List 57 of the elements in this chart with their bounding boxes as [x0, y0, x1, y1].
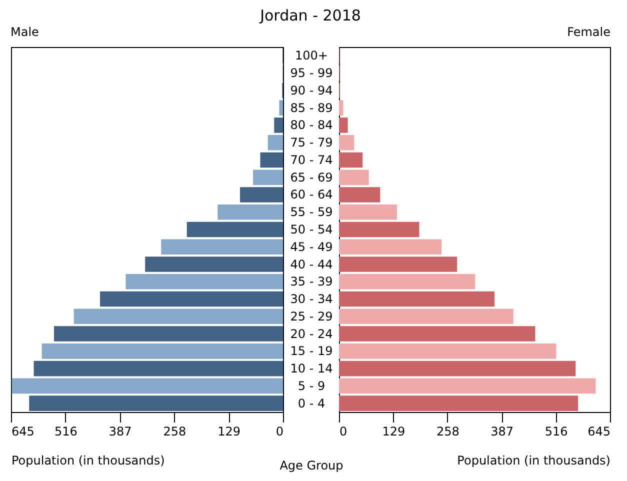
chart-title: Male: [10, 25, 39, 39]
bar: [29, 396, 283, 411]
y-tick-label: 30 - 34: [290, 292, 333, 306]
x-tick-label: 645: [588, 424, 610, 438]
x-tick-label: 258: [163, 424, 186, 438]
y-tick-label: 75 - 79: [290, 136, 333, 150]
y-tick-label: 80 - 84: [290, 118, 333, 132]
y-tick-label: 85 - 89: [290, 100, 333, 115]
bar: [218, 204, 283, 220]
y-tick-label: 45 - 49: [290, 240, 333, 254]
x-axis-title: Population (in thousands): [12, 454, 165, 468]
y-tick-label: 5 - 9: [298, 378, 326, 393]
bar: [54, 326, 283, 342]
y-tick-label: 55 - 59: [290, 205, 333, 220]
bar: [274, 118, 283, 133]
bar: [268, 134, 283, 150]
x-axis-title: Population (in thousands): [457, 454, 610, 468]
y-tick-label: 15 - 19: [290, 344, 333, 358]
bar: [253, 170, 283, 186]
x-tick-label: 0: [276, 424, 284, 438]
y-tick-label: 100+: [295, 48, 328, 63]
bar: [74, 308, 283, 324]
x-tick-label: 0: [340, 424, 348, 438]
x-tick-label: 516: [54, 424, 78, 438]
y-tick-label: 25 - 29: [290, 309, 333, 324]
y-tick-label: 90 - 94: [290, 83, 333, 98]
x-tick-label: 387: [490, 424, 514, 438]
y-tick-label: 65 - 69: [290, 170, 333, 184]
y-tick-label: 35 - 39: [290, 274, 333, 289]
x-tick-label: 387: [108, 424, 132, 438]
y-tick-label: 50 - 54: [290, 222, 333, 236]
bar: [12, 378, 283, 394]
text: Jordan - 2018: [259, 6, 361, 24]
bar: [161, 239, 283, 255]
y-tick-label: 0 - 4: [298, 396, 326, 410]
x-tick-label: 258: [436, 424, 460, 438]
x-tick-label: 645: [12, 424, 34, 438]
bar: [186, 222, 283, 238]
x-tick-label: 516: [544, 424, 568, 438]
chart-title: Female: [567, 25, 610, 39]
y-tick-label: 40 - 44: [290, 257, 333, 272]
bar: [34, 360, 283, 376]
bar: [42, 344, 283, 359]
y-tick-label: 70 - 74: [290, 152, 333, 167]
bar: [100, 291, 283, 307]
bar: [260, 152, 283, 168]
y-axis-title: Age Group: [280, 458, 344, 472]
y-tick-label: 20 - 24: [290, 326, 333, 341]
y-tick-label: 60 - 64: [290, 188, 333, 202]
x-tick-label: 129: [218, 424, 241, 438]
bar: [240, 187, 283, 202]
bar: [145, 256, 283, 272]
bar: [126, 274, 283, 290]
y-tick-label: 95 - 99: [290, 66, 333, 80]
bar: [279, 100, 283, 116]
y-tick-label: 10 - 14: [290, 362, 333, 376]
x-tick-label: 129: [382, 424, 406, 438]
